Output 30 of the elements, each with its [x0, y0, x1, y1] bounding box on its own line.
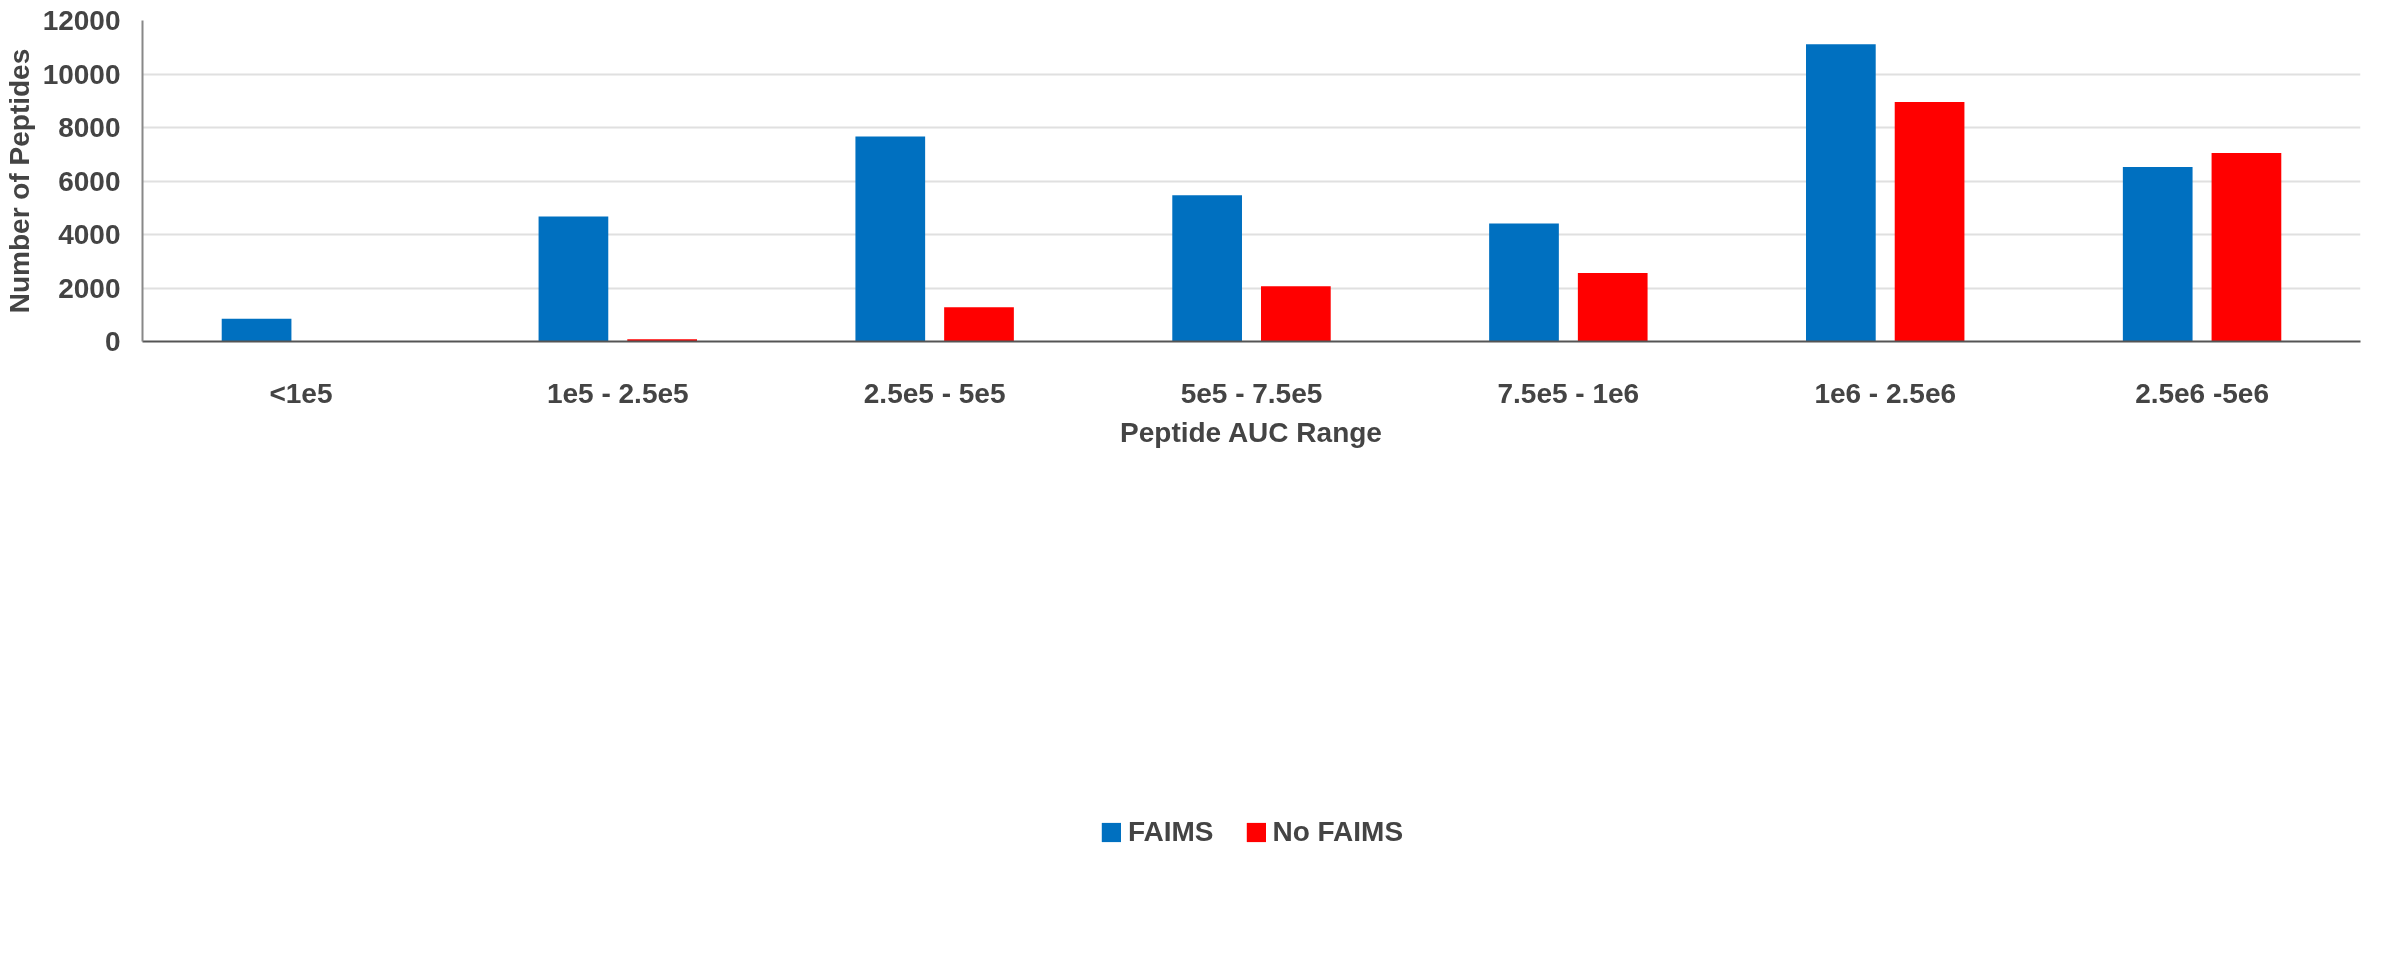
legend-label: No FAIMS [1272, 816, 1404, 848]
y-tick-label: 4000 [58, 219, 121, 250]
bar [2211, 152, 2282, 342]
y-axis-title: Number of Peptides [3, 48, 35, 314]
bar [2122, 167, 2193, 342]
y-tick-label: 2000 [58, 272, 121, 304]
x-tick-label: 1e5 - 2.5e5 [546, 377, 689, 409]
bar [1806, 44, 1876, 342]
bar [1894, 102, 1965, 342]
y-tick-label: 12000 [42, 5, 121, 36]
y-tick-label: 10000 [42, 58, 121, 90]
bar [1172, 195, 1242, 342]
legend-label: FAIMS [1127, 816, 1214, 848]
bar [855, 136, 926, 342]
x-tick-label: 5e5 - 7.5e5 [1180, 377, 1323, 409]
y-tick-label: 0 [104, 326, 121, 357]
x-axis-title: Peptide AUC Range [1120, 416, 1382, 448]
bar [221, 318, 292, 342]
x-tick-label: 2.5e6 -5e6 [2135, 377, 2270, 409]
y-tick-label: 6000 [58, 165, 121, 197]
bar [1577, 273, 1648, 342]
bar [1489, 223, 1559, 342]
x-tick-label: 7.5e5 - 1e6 [1497, 377, 1640, 409]
bar [1261, 286, 1331, 342]
x-tick-label: 1e6 - 2.5e6 [1814, 377, 1957, 409]
x-tick-label: 2.5e5 - 5e5 [863, 377, 1006, 409]
y-tick-label: 8000 [58, 112, 121, 143]
bar [538, 216, 609, 342]
bar [944, 307, 1014, 342]
x-tick-label: <1e5 [269, 377, 333, 409]
